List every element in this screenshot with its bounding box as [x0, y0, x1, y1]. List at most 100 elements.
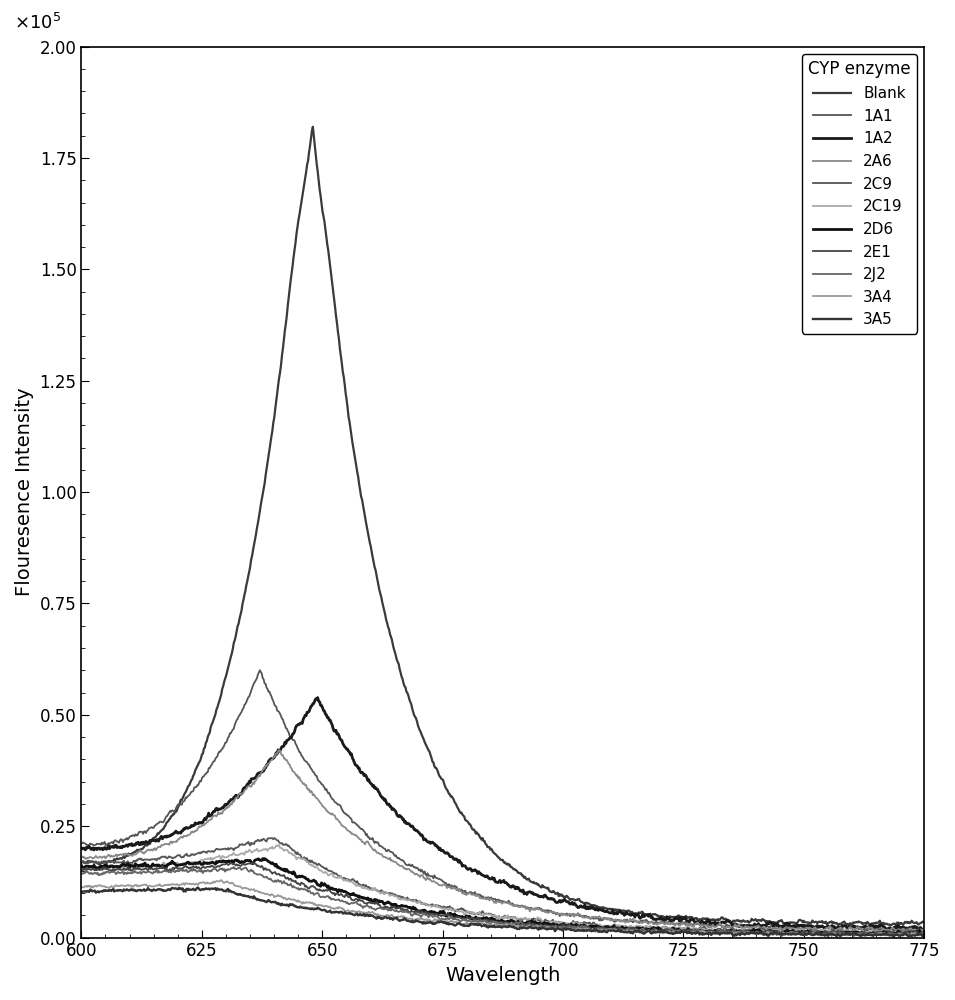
3A4 [574, 923, 585, 935]
1A2 [574, 900, 585, 912]
1A2 [919, 923, 930, 935]
Blank [884, 920, 896, 932]
2C9 [268, 832, 280, 844]
1A2 [335, 734, 347, 746]
2E1 [485, 915, 497, 927]
3A4 [841, 930, 853, 942]
2C9 [574, 918, 585, 930]
Line: 3A5: 3A5 [81, 888, 924, 937]
Line: 2A6: 2A6 [81, 750, 924, 932]
2A6 [485, 893, 497, 905]
Blank [485, 843, 497, 855]
2E1 [574, 922, 585, 934]
2C19 [335, 870, 347, 882]
2A6 [402, 863, 414, 875]
2C9 [816, 928, 827, 940]
Blank [574, 895, 585, 907]
2J2 [919, 926, 930, 938]
2D6 [75, 859, 87, 871]
2J2 [485, 917, 497, 929]
2E1 [402, 904, 414, 916]
1A1 [335, 800, 347, 812]
2D6 [335, 885, 347, 897]
Blank [308, 121, 319, 133]
1A2 [402, 818, 414, 830]
3A4 [75, 881, 87, 893]
2C19 [904, 929, 916, 941]
Line: 2D6: 2D6 [81, 859, 924, 935]
2D6 [485, 912, 497, 924]
3A4 [485, 919, 497, 931]
2A6 [273, 744, 285, 756]
2A6 [75, 852, 87, 864]
3A5 [485, 921, 497, 933]
2E1 [919, 926, 930, 938]
3A4 [335, 902, 347, 914]
2D6 [816, 927, 827, 939]
1A1 [254, 664, 265, 676]
3A5 [816, 928, 827, 940]
Blank [872, 917, 883, 929]
1A2 [872, 921, 883, 933]
Blank [335, 349, 347, 361]
1A2 [485, 873, 497, 885]
3A5 [335, 906, 347, 918]
3A4 [816, 928, 827, 940]
2D6 [919, 928, 930, 940]
3A5 [887, 931, 899, 943]
2D6 [257, 853, 268, 865]
2C9 [919, 924, 930, 936]
2C19 [273, 839, 285, 851]
2C9 [335, 870, 347, 882]
2A6 [574, 909, 585, 921]
3A4 [216, 874, 227, 886]
Legend: Blank, 1A1, 1A2, 2A6, 2C9, 2C19, 2D6, 2E1, 2J2, 3A4, 3A5: Blank, 1A1, 1A2, 2A6, 2C9, 2C19, 2D6, 2E… [802, 54, 917, 334]
2E1 [867, 930, 879, 942]
Y-axis label: Flouresence Intensity: Flouresence Intensity [15, 388, 34, 596]
2E1 [335, 888, 347, 900]
3A5 [192, 882, 203, 894]
2D6 [574, 921, 585, 933]
Line: 2J2: 2J2 [81, 867, 924, 937]
1A1 [75, 838, 87, 850]
2C9 [75, 857, 87, 869]
2E1 [816, 928, 827, 940]
1A1 [867, 925, 879, 937]
1A1 [574, 910, 585, 922]
Blank [75, 856, 87, 868]
2C19 [485, 909, 497, 921]
2C19 [919, 926, 930, 938]
Blank [402, 687, 414, 699]
Line: 2E1: 2E1 [81, 863, 924, 936]
2J2 [335, 895, 347, 907]
2D6 [402, 901, 414, 913]
2A6 [816, 924, 827, 936]
3A4 [919, 929, 930, 941]
1A1 [816, 921, 827, 933]
Text: $\times10^5$: $\times10^5$ [14, 13, 61, 33]
2J2 [574, 922, 585, 934]
1A1 [873, 922, 884, 934]
3A5 [402, 915, 414, 927]
2A6 [872, 924, 883, 936]
3A5 [574, 924, 585, 936]
1A2 [816, 920, 827, 932]
2A6 [908, 926, 920, 938]
X-axis label: Wavelength: Wavelength [445, 966, 561, 985]
1A1 [485, 891, 497, 903]
Line: 2C19: 2C19 [81, 845, 924, 935]
2A6 [335, 818, 347, 830]
2J2 [75, 868, 87, 880]
3A5 [872, 929, 883, 941]
Blank [919, 916, 930, 928]
3A4 [402, 912, 414, 924]
2J2 [822, 931, 834, 943]
Line: 1A1: 1A1 [81, 670, 924, 931]
3A5 [75, 886, 87, 898]
3A4 [873, 928, 884, 940]
2E1 [873, 926, 884, 938]
1A1 [919, 923, 930, 935]
1A2 [75, 842, 87, 854]
2D6 [872, 927, 883, 939]
2J2 [873, 926, 884, 938]
